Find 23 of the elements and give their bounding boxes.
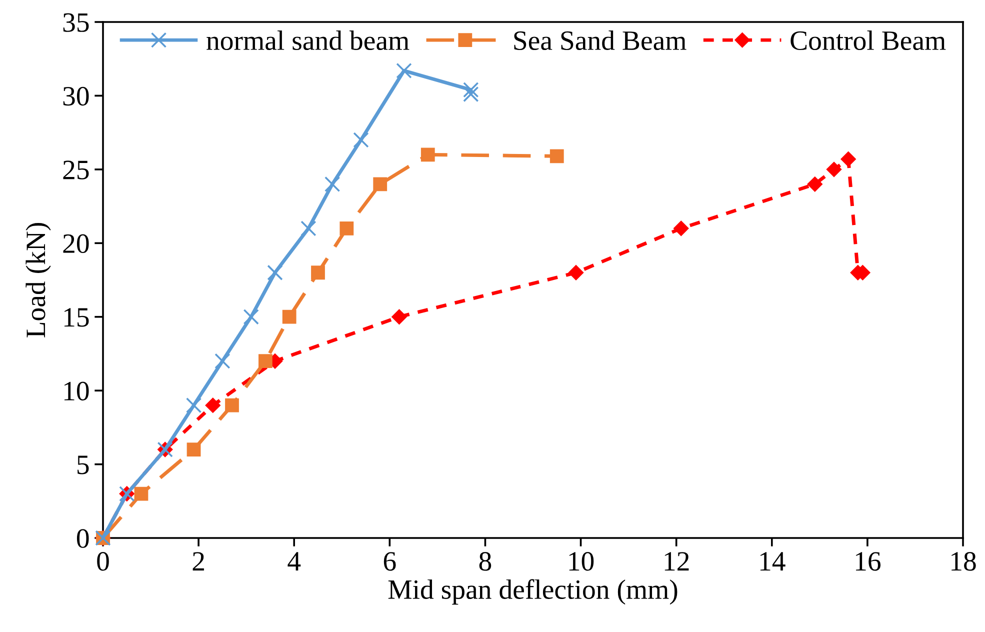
y-tick-label: 35 xyxy=(63,13,89,32)
x-tick-label: 2 xyxy=(192,552,204,570)
y-axis-title: Load (kN) xyxy=(26,222,51,338)
y-tick-label: 5 xyxy=(78,456,89,474)
legend-label: Control Beam xyxy=(790,30,946,50)
x-axis-title: Mid span deflection (mm) xyxy=(388,579,678,605)
y-tick-label: 25 xyxy=(63,160,89,180)
x-tick-label: 4 xyxy=(288,552,301,570)
y-tick-label: 0 xyxy=(76,529,89,548)
y-tick-label: 15 xyxy=(64,308,89,327)
y-tick-label: 30 xyxy=(63,86,89,106)
x-tick-label: 0 xyxy=(97,552,109,571)
x-tick-label: 16 xyxy=(856,552,881,571)
x-tick-label: 8 xyxy=(479,552,492,571)
x-tick-label: 12 xyxy=(664,552,689,570)
y-tick-label: 10 xyxy=(64,382,89,400)
x-tick-label: 10 xyxy=(569,552,594,571)
x-tick-label: 6 xyxy=(384,552,396,571)
legend-label: normal sand beam xyxy=(206,30,410,50)
x-tick-label: 14 xyxy=(760,552,786,570)
x-tick-label: 18 xyxy=(952,552,976,571)
y-tick-label: 20 xyxy=(63,234,89,254)
legend-label: Sea Sand Beam xyxy=(514,30,686,50)
